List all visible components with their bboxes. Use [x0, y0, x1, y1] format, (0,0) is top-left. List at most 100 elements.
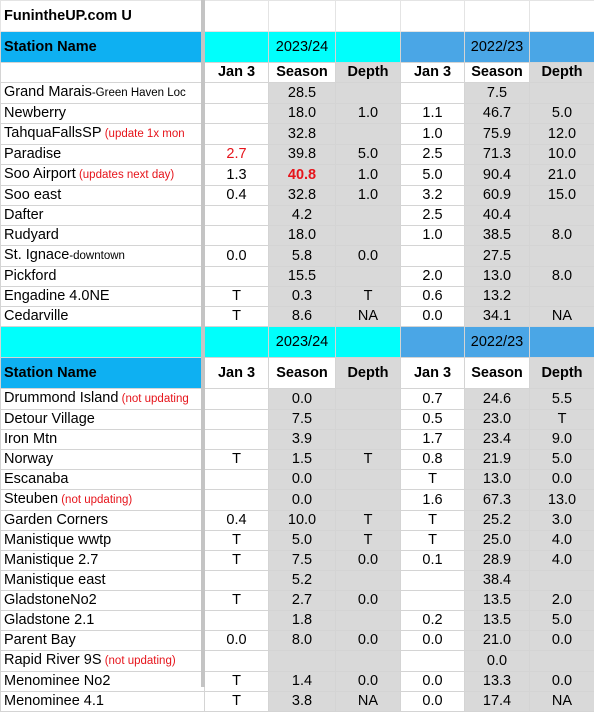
- value-cell[interactable]: 3.2: [401, 186, 465, 206]
- value-cell[interactable]: 5.0: [530, 450, 594, 470]
- station-name-cell[interactable]: Paradise: [1, 145, 205, 165]
- empty-cell[interactable]: [465, 1, 530, 32]
- value-cell[interactable]: 1.0: [336, 165, 401, 186]
- station-name-header[interactable]: Station Name: [1, 32, 205, 63]
- value-cell[interactable]: 90.4: [465, 165, 530, 186]
- station-name-cell[interactable]: Escanaba: [1, 470, 205, 490]
- value-cell[interactable]: 5.8: [269, 246, 336, 267]
- station-name-cell[interactable]: Steuben (not updating): [1, 490, 205, 511]
- value-cell[interactable]: [336, 470, 401, 490]
- value-cell[interactable]: 7.5: [269, 410, 336, 430]
- value-cell[interactable]: [336, 490, 401, 511]
- value-cell[interactable]: 10.0: [269, 511, 336, 531]
- value-cell[interactable]: T: [205, 307, 269, 327]
- value-cell[interactable]: 18.0: [269, 226, 336, 246]
- value-cell[interactable]: 1.4: [269, 672, 336, 692]
- value-cell[interactable]: 28.5: [269, 83, 336, 104]
- value-cell[interactable]: T: [205, 287, 269, 307]
- value-cell[interactable]: 0.0: [205, 246, 269, 267]
- empty-cell[interactable]: [336, 1, 401, 32]
- value-cell[interactable]: 71.3: [465, 145, 530, 165]
- value-cell[interactable]: 32.8: [269, 186, 336, 206]
- value-cell[interactable]: 15.5: [269, 267, 336, 287]
- column-header[interactable]: Season: [269, 358, 336, 389]
- value-cell[interactable]: T: [205, 591, 269, 611]
- year1-label[interactable]: 2023/24: [269, 327, 336, 358]
- value-cell[interactable]: [205, 389, 269, 410]
- value-cell[interactable]: [205, 226, 269, 246]
- value-cell[interactable]: NA: [530, 692, 594, 712]
- value-cell[interactable]: 0.0: [269, 490, 336, 511]
- value-cell[interactable]: 0.1: [401, 551, 465, 571]
- value-cell[interactable]: 12.0: [530, 124, 594, 145]
- value-cell[interactable]: 1.3: [205, 165, 269, 186]
- value-cell[interactable]: 13.0: [530, 490, 594, 511]
- station-name-cell[interactable]: Menominee No2: [1, 672, 205, 692]
- value-cell[interactable]: 3.8: [269, 692, 336, 712]
- year2-label[interactable]: 2022/23: [465, 327, 530, 358]
- station-name-cell[interactable]: Dafter: [1, 206, 205, 226]
- value-cell[interactable]: 24.6: [465, 389, 530, 410]
- station-name-cell[interactable]: Engadine 4.0NE: [1, 287, 205, 307]
- year1-label[interactable]: 2023/24: [269, 32, 336, 63]
- value-cell[interactable]: 13.3: [465, 672, 530, 692]
- year1-fill[interactable]: [336, 32, 401, 63]
- value-cell[interactable]: 1.0: [401, 226, 465, 246]
- value-cell[interactable]: T: [205, 692, 269, 712]
- value-cell[interactable]: 5.2: [269, 571, 336, 591]
- station-name-cell[interactable]: Detour Village: [1, 410, 205, 430]
- value-cell[interactable]: [205, 470, 269, 490]
- frozen-column-divider[interactable]: [201, 0, 205, 687]
- station-name-cell[interactable]: Newberry: [1, 104, 205, 124]
- value-cell[interactable]: 23.4: [465, 430, 530, 450]
- column-header[interactable]: Jan 3: [205, 358, 269, 389]
- value-cell[interactable]: 21.0: [530, 165, 594, 186]
- column-header[interactable]: Season: [269, 63, 336, 83]
- value-cell[interactable]: 38.4: [465, 571, 530, 591]
- column-header[interactable]: Season: [465, 63, 530, 83]
- value-cell[interactable]: 15.0: [530, 186, 594, 206]
- value-cell[interactable]: 13.2: [465, 287, 530, 307]
- value-cell[interactable]: T: [205, 531, 269, 551]
- value-cell[interactable]: 0.0: [401, 672, 465, 692]
- value-cell[interactable]: 60.9: [465, 186, 530, 206]
- value-cell[interactable]: 5.0: [269, 531, 336, 551]
- value-cell[interactable]: 9.0: [530, 430, 594, 450]
- value-cell[interactable]: 13.0: [465, 267, 530, 287]
- value-cell[interactable]: [336, 410, 401, 430]
- value-cell[interactable]: 0.0: [336, 672, 401, 692]
- value-cell[interactable]: 10.0: [530, 145, 594, 165]
- value-cell[interactable]: 40.4: [465, 206, 530, 226]
- value-cell[interactable]: 1.5: [269, 450, 336, 470]
- value-cell[interactable]: 21.0: [465, 631, 530, 651]
- column-header[interactable]: Jan 3: [401, 358, 465, 389]
- value-cell[interactable]: [530, 246, 594, 267]
- value-cell[interactable]: 0.4: [205, 186, 269, 206]
- column-header[interactable]: Depth: [530, 63, 594, 83]
- value-cell[interactable]: [336, 611, 401, 631]
- value-cell[interactable]: [205, 206, 269, 226]
- station-name-cell[interactable]: Manistique 2.7: [1, 551, 205, 571]
- value-cell[interactable]: [205, 611, 269, 631]
- value-cell[interactable]: 0.0: [336, 631, 401, 651]
- year2-fill[interactable]: [401, 32, 465, 63]
- column-header[interactable]: Depth: [530, 358, 594, 389]
- value-cell[interactable]: T: [530, 410, 594, 430]
- value-cell[interactable]: 1.0: [401, 124, 465, 145]
- value-cell[interactable]: 0.3: [269, 287, 336, 307]
- value-cell[interactable]: 2.0: [401, 267, 465, 287]
- value-cell[interactable]: 8.0: [530, 267, 594, 287]
- value-cell[interactable]: [336, 124, 401, 145]
- value-cell[interactable]: NA: [336, 692, 401, 712]
- value-cell[interactable]: 0.6: [401, 287, 465, 307]
- value-cell[interactable]: [401, 246, 465, 267]
- value-cell[interactable]: 5.5: [530, 389, 594, 410]
- value-cell[interactable]: [205, 104, 269, 124]
- value-cell[interactable]: 0.0: [401, 307, 465, 327]
- value-cell[interactable]: 1.7: [401, 430, 465, 450]
- value-cell[interactable]: T: [336, 511, 401, 531]
- value-cell[interactable]: 2.5: [401, 206, 465, 226]
- empty-cell[interactable]: [401, 1, 465, 32]
- value-cell[interactable]: 0.0: [401, 692, 465, 712]
- station-name-cell[interactable]: TahquaFallsSP (update 1x mon: [1, 124, 205, 145]
